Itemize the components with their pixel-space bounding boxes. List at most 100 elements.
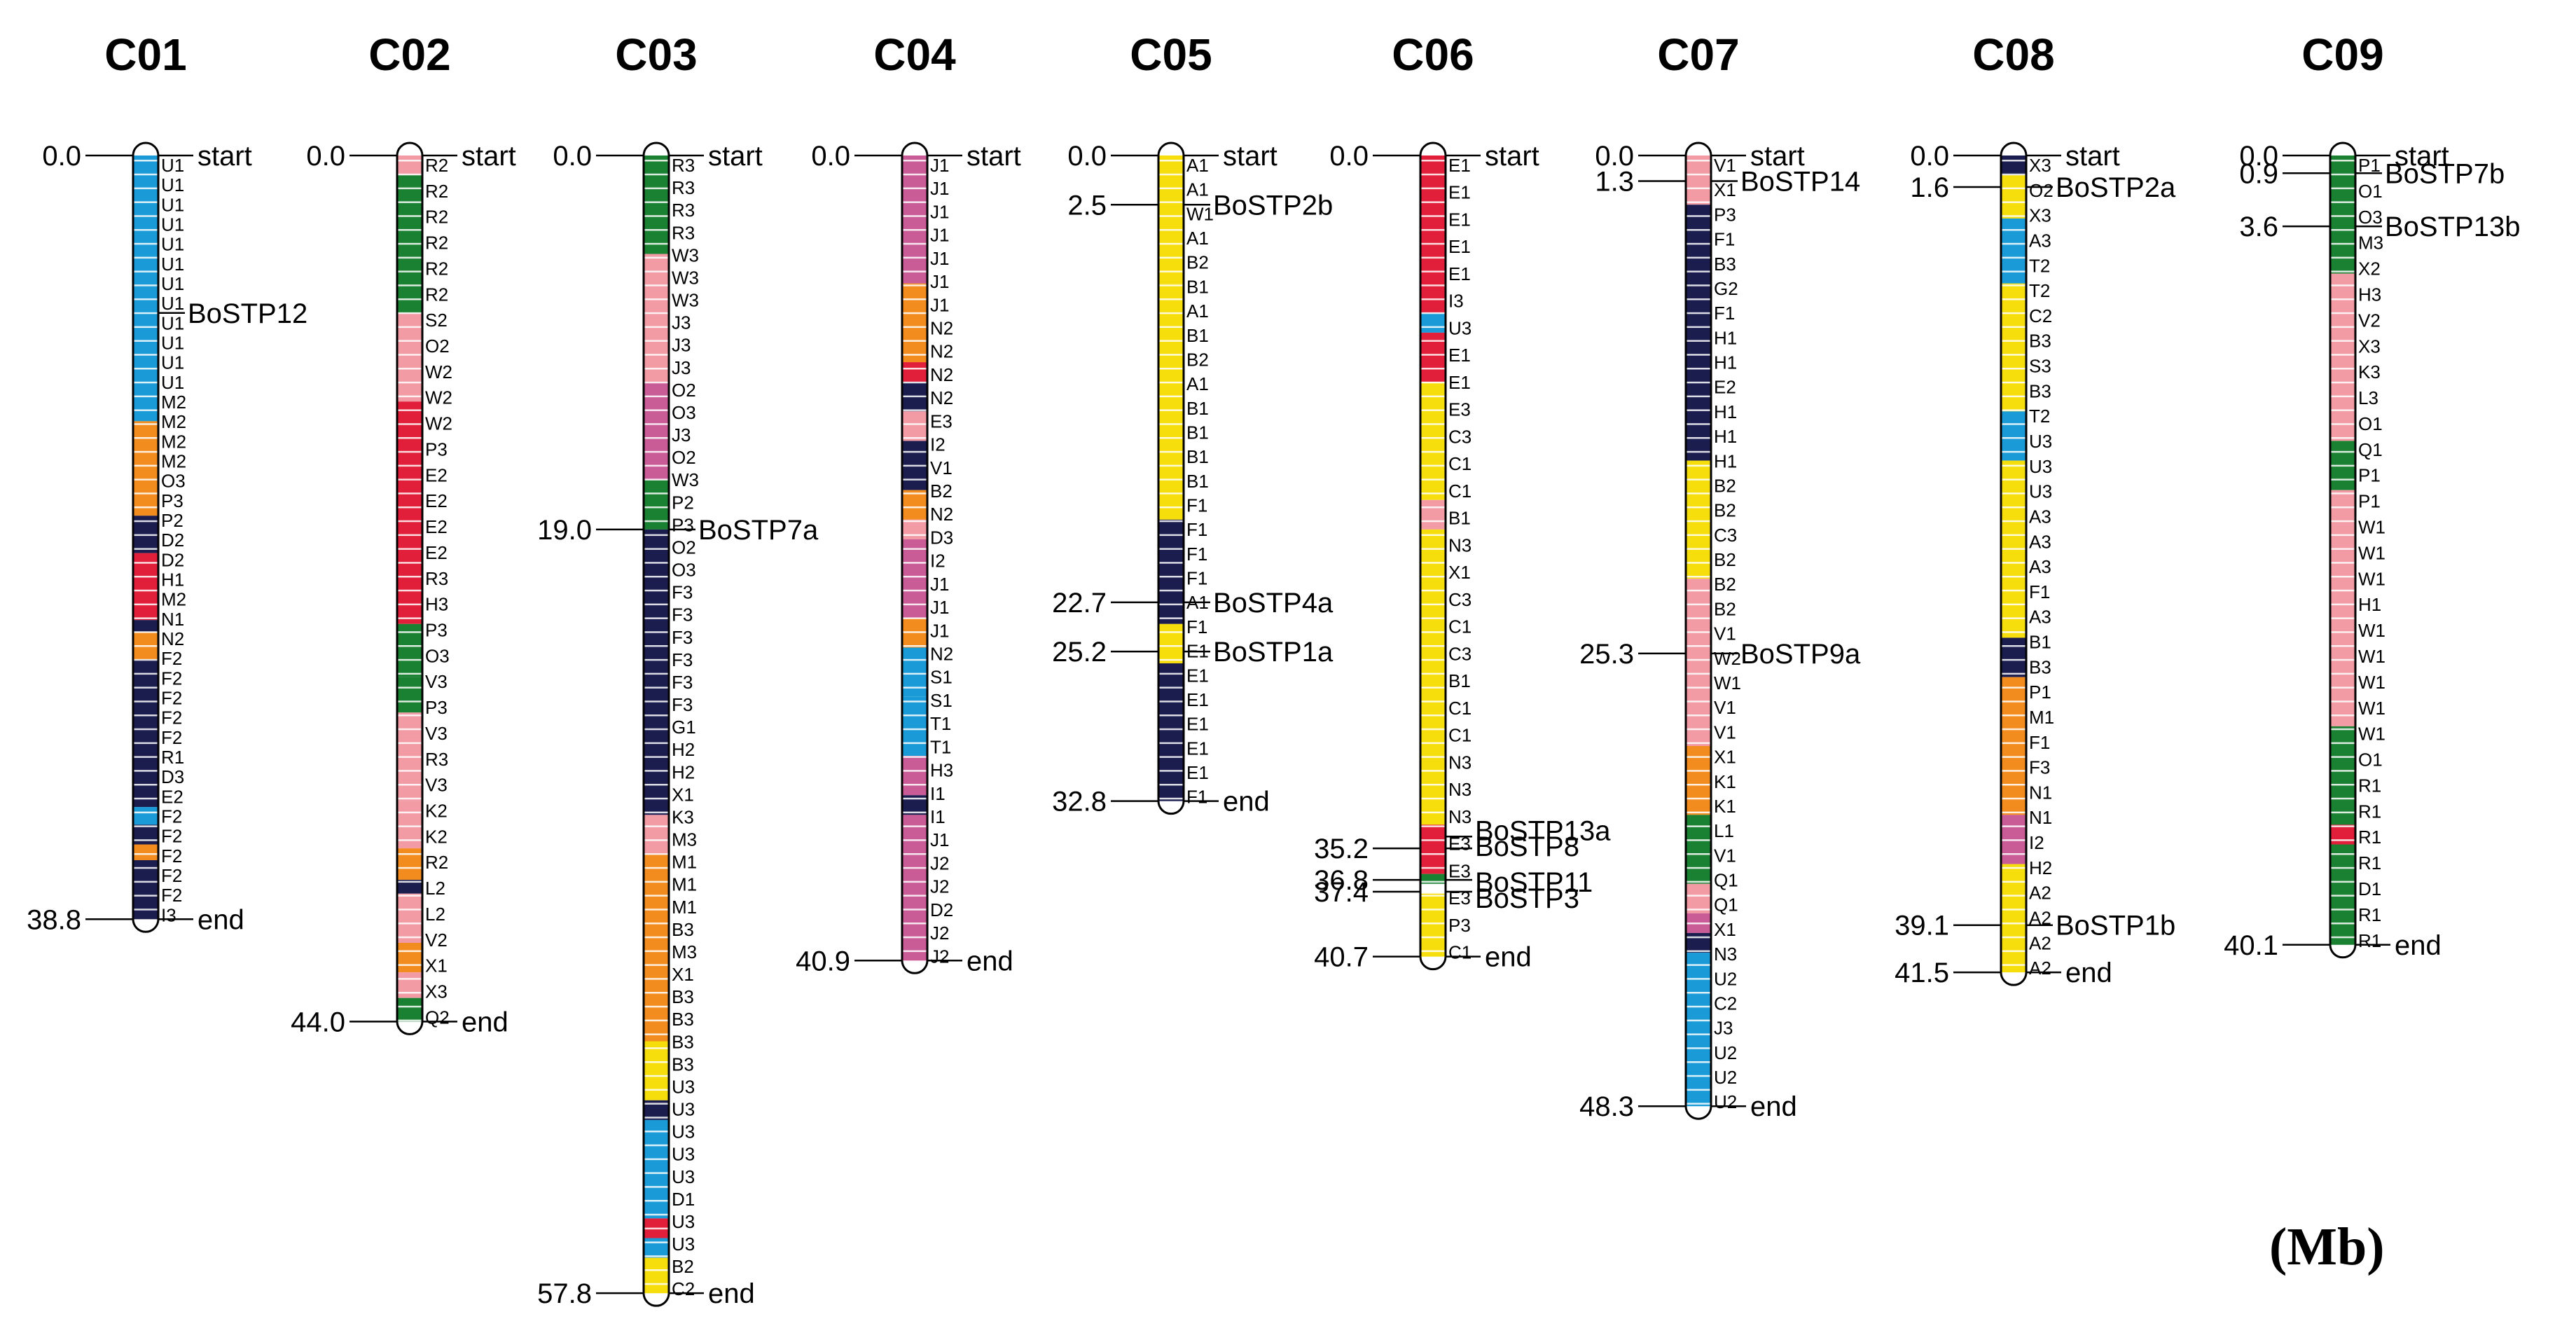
- band-separator: [644, 923, 669, 925]
- band-label: V1: [1714, 623, 1736, 644]
- band-separator: [1158, 797, 1184, 800]
- band-separator: [644, 284, 669, 286]
- block-w: [397, 736, 422, 801]
- band-label: M3: [2358, 233, 2383, 254]
- band-label: U2: [1714, 968, 1737, 989]
- band-separator: [1686, 895, 1711, 897]
- band-separator: [1686, 478, 1711, 481]
- end-label: end: [1485, 942, 1532, 973]
- band-separator: [397, 700, 422, 703]
- band-separator: [2330, 866, 2355, 869]
- band-separator: [902, 756, 927, 758]
- chromosome-c08: C08 X3 O2 X3 A3 T2 T2 C2 B3 S3 B3 T2 U3 U3 U3 A3 A3 A3 F1 A…: [1895, 29, 2176, 988]
- band-label: N2: [930, 504, 953, 525]
- band-label: F1: [1186, 495, 1207, 516]
- band-label: F1: [1186, 519, 1207, 540]
- block-f: [1686, 932, 1711, 953]
- band-separator: [397, 923, 422, 925]
- chromosome-title: C04: [873, 29, 956, 80]
- band-separator: [644, 576, 669, 578]
- band-label: O3: [425, 645, 450, 666]
- gene-label-bostp8: BoSTP8: [1475, 831, 1579, 862]
- band-separator: [2001, 784, 2026, 786]
- band-separator: [644, 589, 669, 592]
- band-separator: [2330, 923, 2355, 925]
- band-separator: [1420, 520, 1446, 523]
- band-separator: [133, 589, 158, 592]
- chromosome-title: C03: [615, 29, 697, 80]
- band-label: K1: [1714, 771, 1736, 792]
- end-label: end: [708, 1278, 755, 1309]
- block-k: [1686, 579, 1711, 746]
- band-separator: [397, 866, 422, 869]
- band-label: D3: [161, 766, 184, 787]
- band-separator: [1686, 603, 1711, 606]
- band-separator: [2001, 936, 2026, 939]
- chromosome-c09: C09 P1 O1 O3 M3 X2 H3 V2 X3 K3 L3 O1 Q1 P1 P1 W1 W1 W1 H1 W…: [2224, 29, 2520, 961]
- band-separator: [1420, 839, 1446, 841]
- band-separator: [133, 895, 158, 897]
- band-separator: [2001, 506, 2026, 509]
- band-separator: [1420, 256, 1446, 259]
- band-separator: [2330, 229, 2355, 231]
- band-separator: [1420, 936, 1446, 939]
- band-label: U1: [161, 174, 184, 195]
- band-separator: [2330, 256, 2355, 259]
- band-separator: [397, 853, 422, 855]
- band-label: B1: [1186, 276, 1209, 297]
- band-label: A3: [2029, 556, 2051, 577]
- block-f: [133, 620, 158, 633]
- block-v: [397, 801, 422, 849]
- band-separator: [2001, 173, 2026, 176]
- band-label: F3: [2029, 757, 2050, 778]
- band-separator: [397, 492, 422, 495]
- band-separator: [1158, 548, 1184, 550]
- band-separator: [133, 658, 158, 661]
- band-separator: [397, 992, 422, 994]
- band-separator: [133, 492, 158, 495]
- band-separator: [1420, 797, 1446, 800]
- band-label: V3: [425, 775, 448, 796]
- band-label: U3: [672, 1211, 695, 1232]
- band-separator: [2330, 464, 2355, 467]
- chromosome-c06: C06 E1 E1 E1 E1 E1 I3 U3 E1 E1 E3 C3 C1 C1 B1 N3 X1 C3 C1 C…: [1314, 29, 1611, 973]
- band-separator: [2330, 756, 2355, 758]
- band-separator: [1158, 464, 1184, 467]
- band-separator: [2330, 770, 2355, 772]
- band-separator: [902, 270, 927, 272]
- band-label: R3: [672, 222, 695, 243]
- band-separator: [1158, 201, 1184, 203]
- band-label: R2: [425, 233, 448, 254]
- band-separator: [2001, 395, 2026, 398]
- band-separator: [397, 825, 422, 827]
- band-separator: [2001, 368, 2026, 370]
- chromosome-layer: C01U1U1U1U1U1U1U1U1U1U1U1U1M2M2M2M2O3P3P…: [27, 29, 2520, 1309]
- band-label: F2: [161, 727, 182, 748]
- start-label: start: [462, 141, 516, 172]
- band-label: N2: [161, 628, 184, 649]
- band-label: W1: [2358, 568, 2385, 589]
- band-label: H3: [425, 594, 448, 615]
- band-separator: [902, 839, 927, 841]
- band-label: B3: [2029, 331, 2051, 352]
- end-label: end: [1223, 787, 1270, 817]
- band-separator: [1686, 1075, 1711, 1077]
- band-separator: [1420, 756, 1446, 758]
- band-separator: [1420, 215, 1446, 217]
- band-separator: [1158, 603, 1184, 606]
- band-separator: [2001, 520, 2026, 523]
- band-label: U2: [1714, 1042, 1737, 1063]
- band-label: W3: [672, 290, 699, 311]
- band-label: L2: [425, 878, 445, 899]
- band-label: C1: [1448, 725, 1471, 746]
- band-separator: [397, 464, 422, 467]
- band-label: M2: [161, 411, 186, 432]
- band-separator: [644, 450, 669, 453]
- band-separator: [397, 187, 422, 190]
- band-separator: [1158, 215, 1184, 217]
- band-separator: [644, 645, 669, 647]
- band-separator: [2001, 284, 2026, 286]
- band-separator: [1686, 506, 1711, 509]
- band-label: U1: [161, 312, 184, 333]
- band-separator: [1686, 1047, 1711, 1049]
